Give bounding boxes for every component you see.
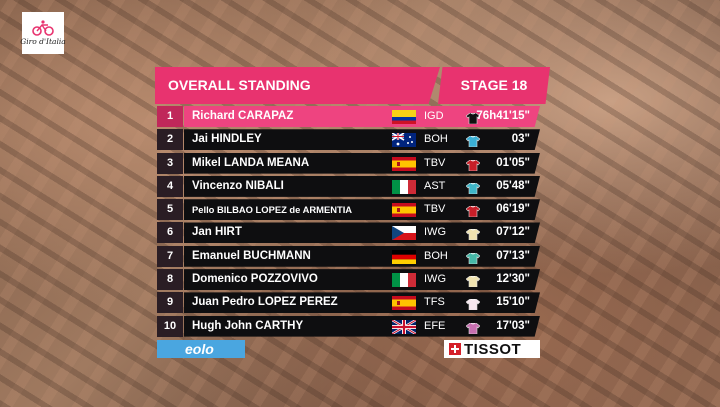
rider-bar: Hugh John CARTHY EFE 17'03" — [184, 315, 540, 337]
rider-name: Hugh John CARTHY — [192, 319, 304, 332]
rider-bar: Domenico POZZOVIVO IWG 12'30" — [184, 269, 540, 291]
rider-bar: Richard CARAPAZ IGD 76h41'15" — [184, 106, 540, 127]
overall-standing-title: OVERALL STANDING — [155, 67, 440, 104]
rider-name: Jai HINDLEY — [192, 133, 262, 146]
ecuador-flag-icon — [392, 110, 416, 124]
giro-cyclist-icon — [32, 20, 54, 36]
team-code: TBV — [424, 203, 446, 216]
team-jersey-icon — [465, 227, 481, 241]
rank-number: 6 — [157, 222, 183, 244]
rider-name: Richard CARAPAZ — [192, 110, 294, 122]
time-gap: 03" — [511, 133, 530, 146]
standing-row: 5 Pello BILBAO LOPEZ de ARMENTIA TBV 06'19" — [157, 199, 540, 221]
giro-logo: Giro d'Italia — [20, 12, 66, 54]
rank-number: 10 — [157, 315, 183, 337]
standing-row: 9 Juan Pedro LOPEZ PEREZ TFS 15'10" — [157, 292, 540, 314]
team-jersey-icon — [465, 204, 481, 218]
team-code: TBV — [424, 156, 446, 169]
time-gap: 01'05" — [496, 156, 530, 169]
rider-bar: Mikel LANDA MEANA TBV 01'05" — [184, 152, 540, 174]
rank-number: 8 — [157, 269, 183, 291]
tissot-sponsor-logo: TISSOT — [444, 340, 540, 358]
standing-row: 3 Mikel LANDA MEANA TBV 01'05" — [157, 152, 540, 174]
rider-bar: Vincenzo NIBALI AST 05'48" — [184, 175, 540, 197]
rank-number: 2 — [157, 129, 183, 151]
standing-row: 4 Vincenzo NIBALI AST 05'48" — [157, 175, 540, 197]
standing-row: 6 Jan HIRT IWG 07'12" — [157, 222, 540, 244]
team-code: BOH — [424, 249, 448, 262]
uk-flag-icon — [392, 319, 416, 334]
rank-number: 7 — [157, 245, 183, 267]
rank-number: 9 — [157, 292, 183, 314]
swiss-cross-icon — [449, 343, 461, 355]
standing-row: 8 Domenico POZZOVIVO IWG 12'30" — [157, 269, 540, 291]
time-gap: 12'30" — [496, 273, 530, 286]
standing-row: 10 Hugh John CARTHY EFE 17'03" — [157, 315, 540, 337]
standings-table: 1 Richard CARAPAZ IGD 76h41'15" 2 Jai HINDLEY… — [157, 106, 540, 339]
team-code: IWG — [424, 273, 446, 286]
time-gap: 15'10" — [496, 296, 530, 309]
rider-name: Jan HIRT — [192, 226, 242, 239]
team-jersey-icon — [465, 274, 481, 288]
rank-number: 5 — [157, 199, 183, 221]
rider-bar: Juan Pedro LOPEZ PEREZ TFS 15'10" — [184, 292, 540, 314]
rank-number: 3 — [157, 152, 183, 174]
team-code: IWG — [424, 226, 446, 239]
team-jersey-icon — [465, 251, 481, 265]
team-code: AST — [424, 179, 446, 192]
team-jersey-icon — [465, 181, 481, 195]
spain-flag-icon — [392, 296, 416, 311]
italy-flag-icon — [392, 179, 416, 194]
team-code: IGD — [424, 110, 444, 122]
standing-row: 7 Emanuel BUCHMANN BOH 07'13" — [157, 245, 540, 267]
time-gap: 17'03" — [496, 319, 530, 332]
time-gap: 05'48" — [496, 179, 530, 192]
team-code: BOH — [424, 133, 448, 146]
australia-flag-icon — [392, 133, 416, 148]
logo-text: Giro d'Italia — [20, 37, 66, 46]
rider-name: Pello BILBAO LOPEZ de ARMENTIA — [192, 204, 353, 216]
time-gap: 07'12" — [496, 226, 530, 239]
rank-number: 4 — [157, 175, 183, 197]
time-gap: 06'19" — [496, 203, 530, 216]
rider-bar: Pello BILBAO LOPEZ de ARMENTIA TBV 06'19" — [184, 199, 540, 221]
team-jersey-icon — [465, 134, 481, 148]
tissot-text: TISSOT — [464, 340, 522, 358]
time-gap: 76h41'15" — [476, 110, 530, 122]
rider-bar: Jai HINDLEY BOH 03" — [184, 129, 540, 151]
germany-flag-icon — [392, 249, 416, 264]
eolo-sponsor-logo: eolo — [157, 340, 245, 358]
standing-row: 1 Richard CARAPAZ IGD 76h41'15" — [157, 106, 540, 127]
white-jersey-icon — [465, 297, 481, 311]
team-code: EFE — [424, 319, 446, 332]
team-jersey-icon — [465, 321, 481, 334]
team-code: TFS — [424, 296, 445, 309]
rider-name: Domenico POZZOVIVO — [192, 273, 318, 286]
team-jersey-icon — [465, 158, 481, 171]
rider-name: Vincenzo NIBALI — [192, 179, 284, 192]
spain-flag-icon — [392, 156, 416, 171]
rider-bar: Jan HIRT IWG 07'12" — [184, 222, 540, 244]
rank-number: 1 — [157, 106, 183, 127]
rider-name: Mikel LANDA MEANA — [192, 156, 310, 169]
standing-row: 2 Jai HINDLEY BOH 03" — [157, 129, 540, 151]
rider-bar: Emanuel BUCHMANN BOH 07'13" — [184, 245, 540, 267]
stage-label: STAGE 18 — [438, 67, 550, 104]
time-gap: 07'13" — [496, 249, 530, 262]
rider-name: Emanuel BUCHMANN — [192, 249, 311, 262]
rider-name: Juan Pedro LOPEZ PEREZ — [192, 296, 338, 309]
italy-flag-icon — [392, 273, 416, 288]
czech-flag-icon — [392, 226, 416, 241]
spain-flag-icon — [392, 203, 416, 218]
